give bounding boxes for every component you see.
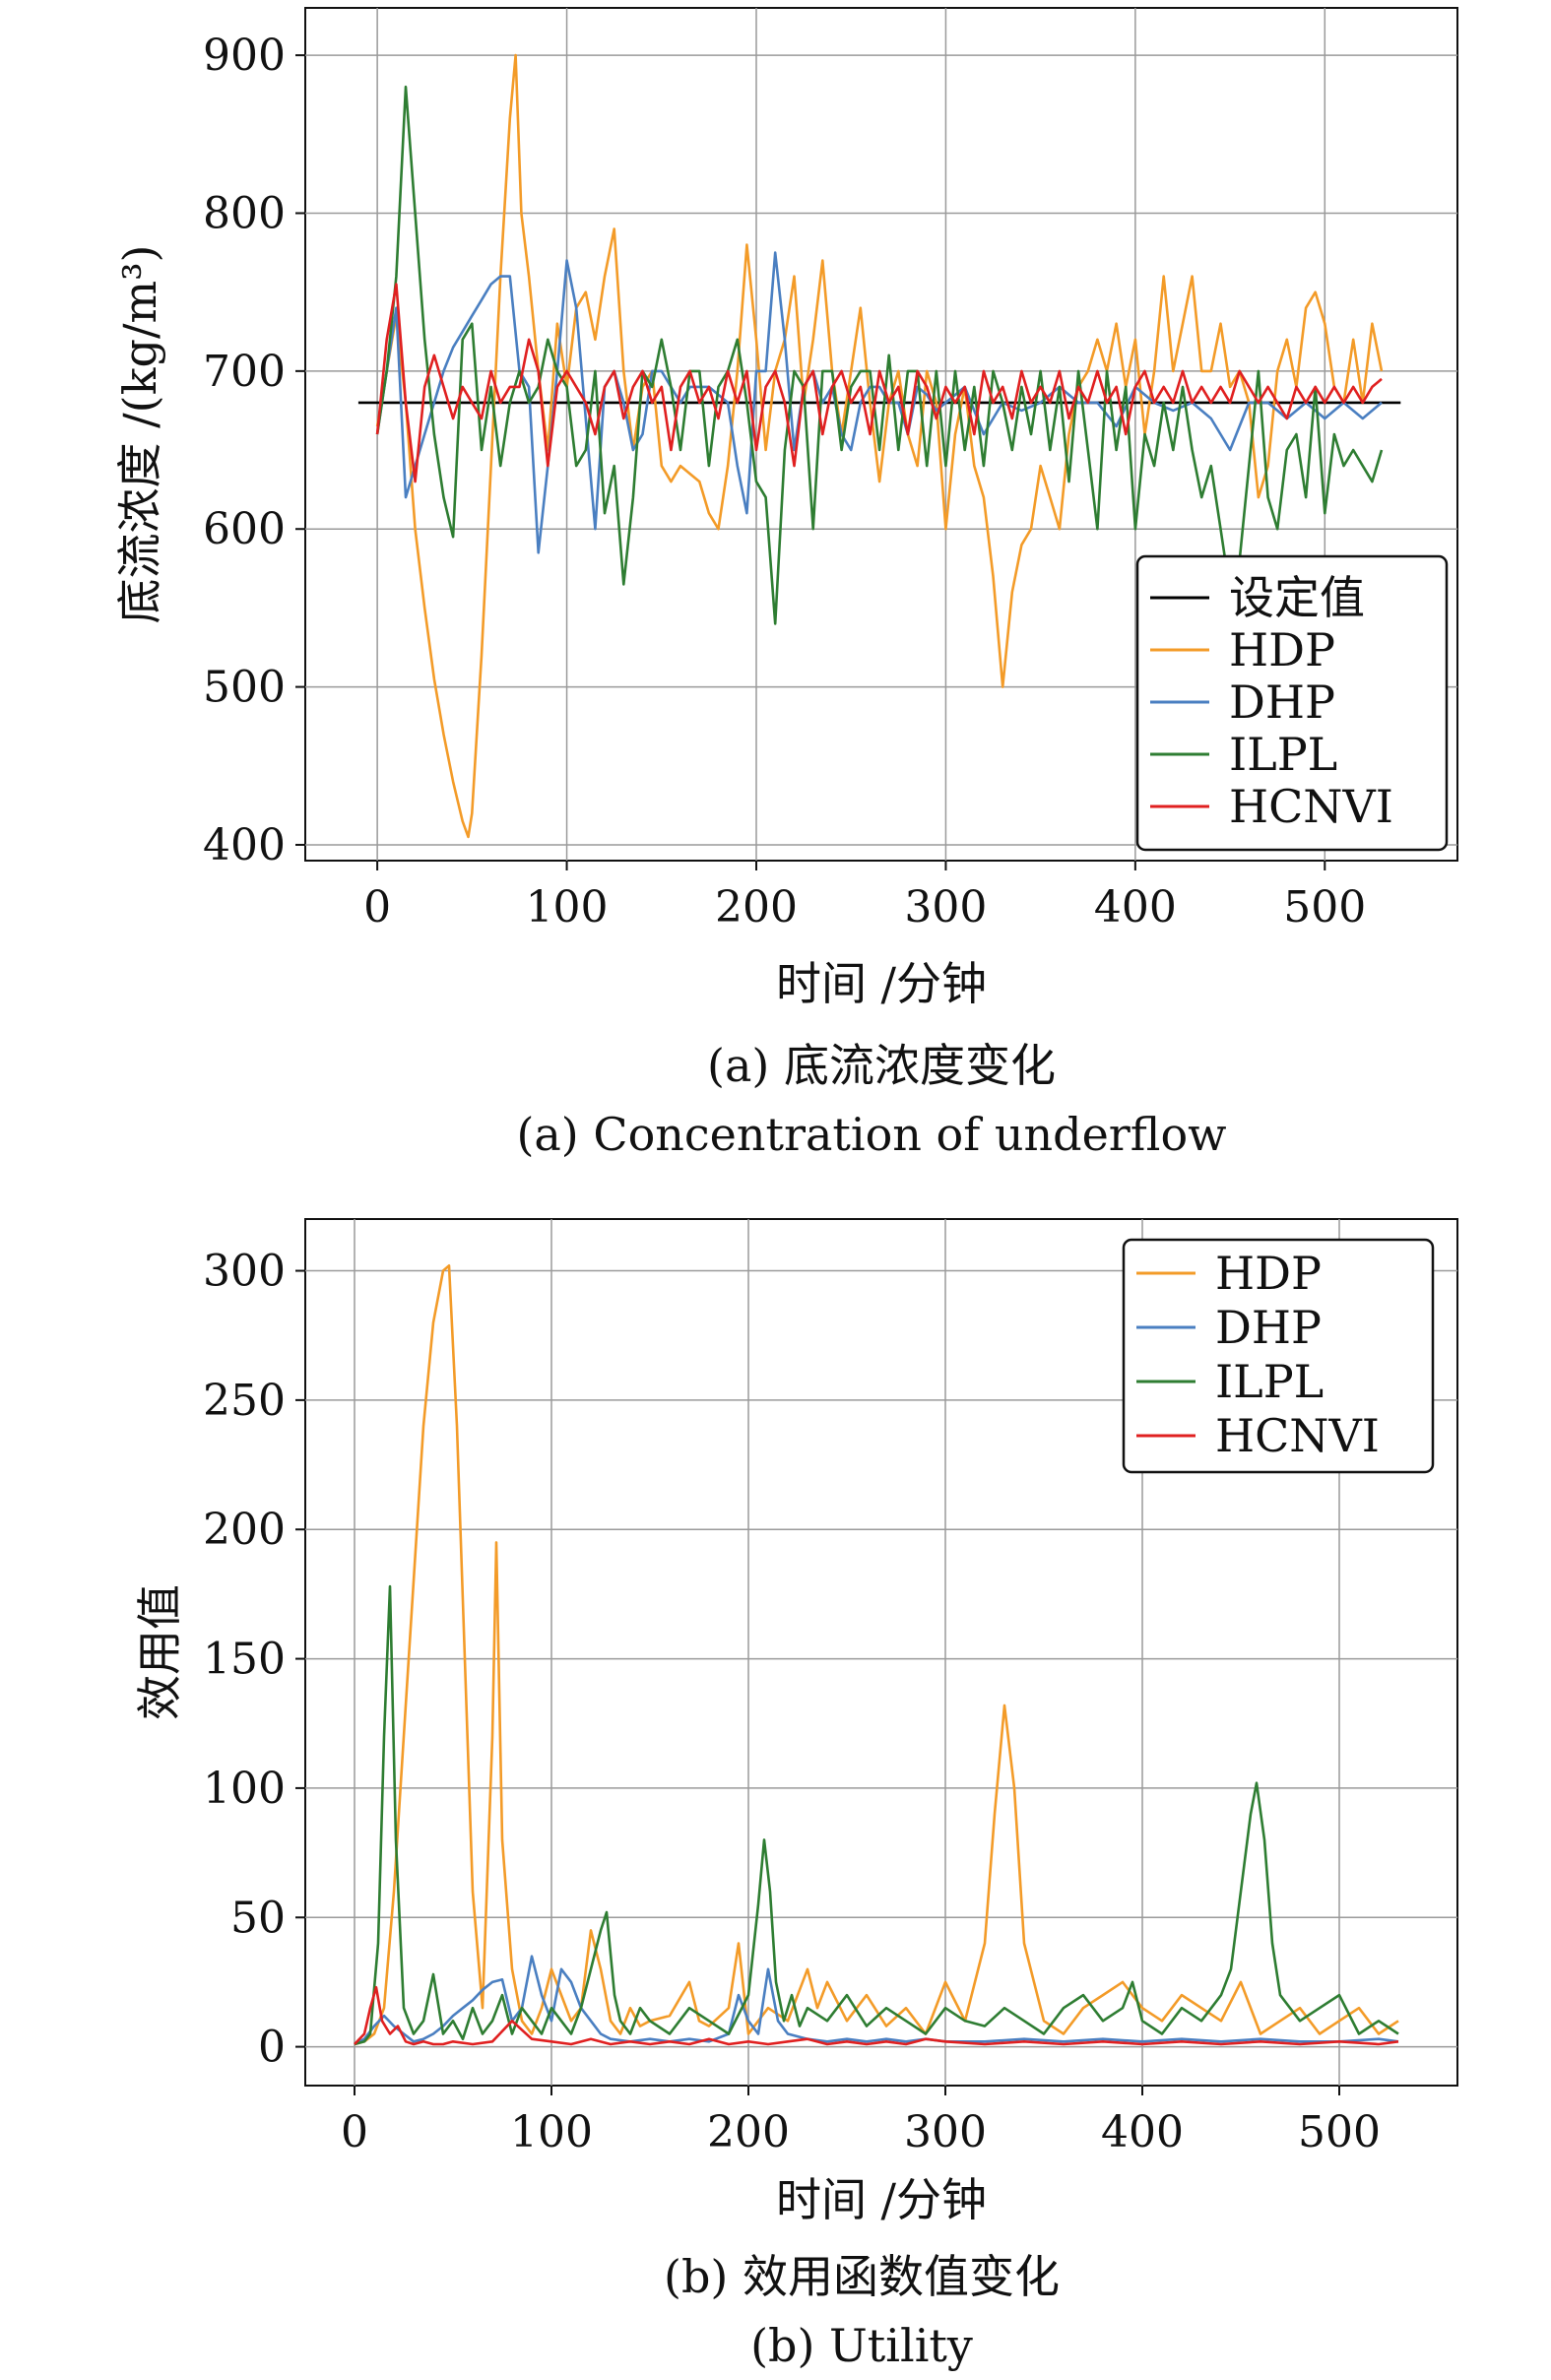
chart-b-ytick-label-1: 50 <box>230 1893 286 1943</box>
chart-b-ytick-label-5: 250 <box>203 1376 286 1426</box>
chart-b-xtick-label-2: 200 <box>707 2107 790 2157</box>
chart-b-ytick-label-3: 150 <box>203 1635 286 1685</box>
chart-b-series-line-2 <box>354 1584 1399 2046</box>
chart-a-xtick-label-0: 0 <box>363 882 391 933</box>
chart-a-legend-label-2: DHP <box>1229 675 1335 729</box>
chart-a-ytick-label-4: 800 <box>203 188 286 238</box>
chart-a-ytick-label-5: 900 <box>203 31 286 81</box>
chart-b-xtick-label-1: 100 <box>510 2107 593 2157</box>
chart-b-ytick-label-6: 300 <box>203 1247 286 1297</box>
chart-b-xtick-label-5: 500 <box>1298 2107 1381 2157</box>
chart-b-caption-en: (b) Utility <box>750 2319 973 2372</box>
chart-a: 0 100 200 300 400 500 400 500 600 700 800 900 设定值HD… <box>113 7 1458 1161</box>
chart-a-xtick-label-4: 400 <box>1094 882 1177 933</box>
chart-b-ytick-label-0: 0 <box>258 2023 286 2073</box>
chart-a-caption-cn: (a) 底流浓度变化 <box>707 1039 1056 1092</box>
chart-a-series-line-2 <box>375 251 1383 554</box>
chart-b-caption-cn: (b) 效用函数值变化 <box>664 2250 1060 2303</box>
chart-b-xtick-label-0: 0 <box>341 2107 368 2157</box>
chart-b-xtick-label-3: 300 <box>904 2107 987 2157</box>
chart-b-ticks: 0 100 200 300 400 500 0 50 100 150 200 250 300 <box>203 1247 1381 2157</box>
chart-b-legend-label-0: HDP <box>1215 1247 1322 1300</box>
chart-b-ytick-label-4: 200 <box>203 1505 286 1555</box>
chart-a-xtick-label-5: 500 <box>1283 882 1366 933</box>
chart-a-ytick-label-1: 500 <box>203 663 286 713</box>
chart-b-series <box>354 1264 1399 2046</box>
chart-a-xlabel: 时间 /分钟 <box>776 957 987 1010</box>
chart-a-xtick-label-1: 100 <box>526 882 609 933</box>
chart-a-series-line-1 <box>375 53 1384 839</box>
chart-b-series-line-3 <box>354 1985 1399 2046</box>
chart-a-caption-en: (a) Concentration of underflow <box>516 1108 1226 1161</box>
chart-b-xtick-label-4: 400 <box>1101 2107 1184 2157</box>
chart-a-legend-label-1: HDP <box>1229 623 1335 676</box>
chart-a-series-line-4 <box>375 283 1383 483</box>
chart-a-xtick-label-3: 300 <box>904 882 987 933</box>
chart-b-series-line-0 <box>354 1264 1399 2046</box>
chart-b-plot-frame <box>304 1218 1458 2087</box>
chart-b-ytick-label-2: 100 <box>203 1764 286 1814</box>
chart-b-legend-box <box>1122 1238 1435 1474</box>
chart-a-legend-label-3: ILPL <box>1229 728 1337 781</box>
chart-a-legend-label-4: HCNVI <box>1229 780 1393 833</box>
chart-a-series-line-3 <box>375 85 1384 625</box>
chart-a-grid <box>305 8 1457 861</box>
chart-b: 0 100 200 300 400 500 0 50 100 150 200 250 300 HDPDH… <box>133 1218 1458 2372</box>
chart-a-ytick-label-2: 600 <box>203 504 286 554</box>
chart-b-legend-label-3: HCNVI <box>1215 1409 1380 1462</box>
chart-a-ylabel: 底流浓度 /(kg/m³) <box>113 245 166 624</box>
chart-a-series <box>357 53 1401 839</box>
chart-b-legend-label-2: ILPL <box>1215 1355 1324 1408</box>
chart-b-legend-label-1: DHP <box>1215 1301 1322 1354</box>
chart-b-xlabel: 时间 /分钟 <box>776 2173 987 2226</box>
chart-b-ylabel: 效用值 <box>133 1584 186 1720</box>
chart-a-ytick-label-3: 700 <box>203 347 286 397</box>
chart-a-xtick-label-2: 200 <box>715 882 798 933</box>
chart-a-legend-label-0: 设定值 <box>1229 571 1365 624</box>
chart-a-plot-frame <box>304 7 1458 862</box>
chart-a-legend-box <box>1135 554 1449 852</box>
chart-a-ticks: 0 100 200 300 400 500 400 500 600 700 800 900 <box>203 31 1366 933</box>
chart-a-ytick-label-0: 400 <box>203 820 286 870</box>
